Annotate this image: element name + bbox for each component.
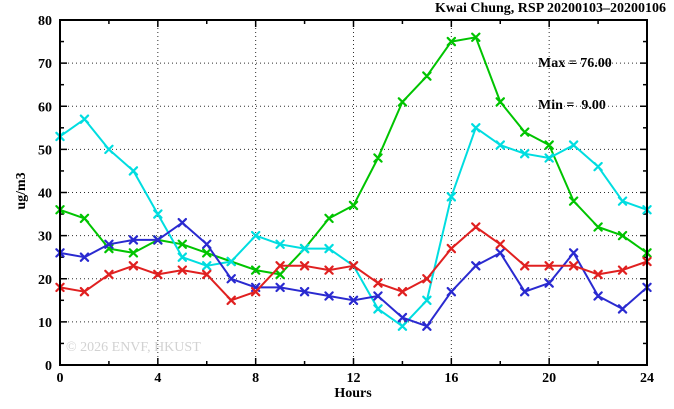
legend-min-value: Min = 9.00: [538, 98, 606, 113]
series-red-line: [59, 226, 648, 302]
y-tick-label: 10: [38, 316, 52, 331]
series-green-markers: [55, 32, 652, 280]
series-cyan-line: [59, 118, 648, 328]
y-tick-label: 50: [38, 143, 52, 158]
x-tick-label: 20: [542, 371, 556, 386]
series-blue-line: [59, 221, 648, 328]
series-cyan-markers: [55, 114, 652, 331]
x-tick-label: 8: [252, 371, 259, 386]
series-blue-markers: [55, 217, 652, 331]
x-axis-label: Hours: [334, 386, 372, 401]
plot-frame: [59, 19, 648, 366]
x-tick-label: 12: [347, 371, 361, 386]
y-tick-label: 30: [38, 230, 52, 245]
x-tick-label: 4: [154, 371, 161, 386]
x-tick-label: 24: [640, 371, 654, 386]
x-tick-label: 0: [57, 371, 64, 386]
watermark: © 2026 ENVF, HKUST: [66, 340, 201, 355]
y-tick-label: 0: [45, 359, 52, 374]
y-tick-label: 80: [38, 14, 52, 29]
series-red-markers: [55, 222, 652, 306]
y-tick-label: 70: [38, 57, 52, 72]
chart-title: Kwai Chung, RSP 20200103–20200106: [434, 1, 666, 16]
y-tick-label: 60: [38, 100, 52, 115]
x-tick-label: 16: [444, 371, 458, 386]
y-tick-label: 40: [38, 187, 52, 202]
y-tick-label: 20: [38, 273, 52, 288]
